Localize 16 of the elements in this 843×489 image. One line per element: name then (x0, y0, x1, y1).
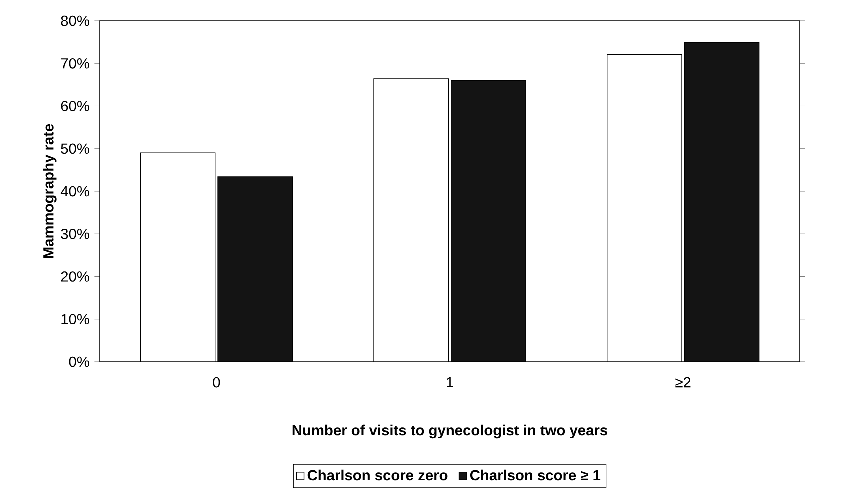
legend-label: Charlson score ≥ 1 (470, 470, 601, 481)
x-tick-label: 0 (213, 377, 220, 388)
y-tick-label: 70% (61, 58, 90, 69)
y-tick-label: 0% (69, 356, 90, 368)
y-tick-label: 20% (61, 272, 90, 282)
legend-label: Charlson score zero (308, 470, 448, 481)
y-tick-label: 60% (61, 101, 90, 112)
y-tick-label: 40% (60, 186, 90, 197)
y-tick-label: 30% (61, 228, 90, 240)
y-axis-title: Mammography rate (43, 124, 57, 258)
x-tick-label: 1 (447, 377, 454, 388)
y-tick-label: 50% (61, 144, 90, 154)
x-tick-label: ≥2 (676, 377, 691, 388)
y-tick-label: 10% (62, 314, 90, 325)
y-tick-label: 80% (61, 16, 90, 26)
x-axis-title: Number of visits to gynecologist in two years (292, 424, 608, 439)
